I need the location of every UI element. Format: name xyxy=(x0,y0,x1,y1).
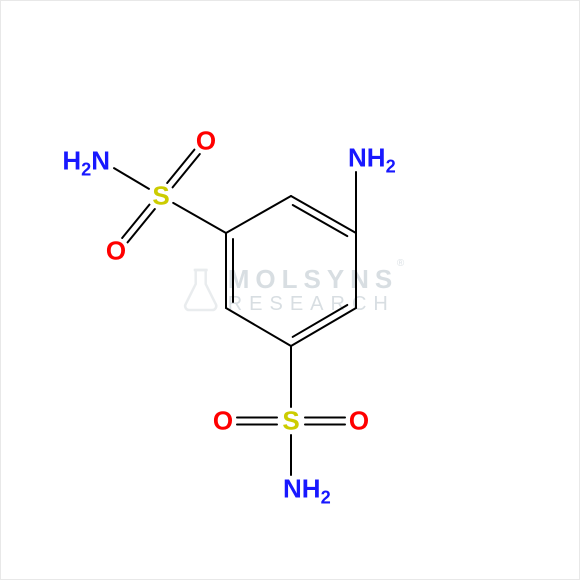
atom-N3: NH2 xyxy=(283,474,331,505)
atom-O2: O xyxy=(106,236,126,267)
structure-canvas: MOLSYNS RESEARCH ® NH2SOOH2NSOONH2 xyxy=(0,0,580,580)
atom-N1: NH2 xyxy=(348,143,396,174)
atom-S2: S xyxy=(282,406,299,437)
atom-O3: O xyxy=(213,406,233,437)
atom-O1: O xyxy=(196,126,216,157)
atom-O4: O xyxy=(349,406,369,437)
atom-S1: S xyxy=(152,181,169,212)
atom-N2: H2N xyxy=(62,146,110,177)
